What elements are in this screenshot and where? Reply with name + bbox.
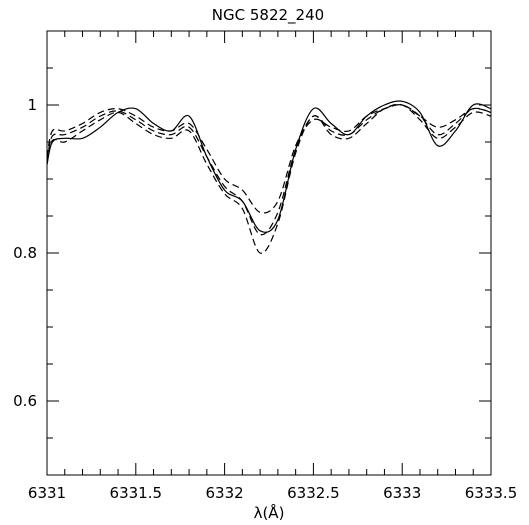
solid-series-line — [46, 100, 492, 233]
plot-frame — [46, 30, 492, 476]
x-tick-label: 6333.5 — [465, 484, 518, 502]
x-tick-label: 6332.5 — [287, 484, 340, 502]
x-tick-label: 6331.5 — [110, 484, 163, 502]
x-tick-label: 6333 — [383, 484, 421, 502]
axis-tick-labels: 6331 6331.5 6332 6332.5 6333 6333.5 0.6 0.8 1 — [13, 96, 517, 502]
chart-title: NGC 5822_240 — [212, 6, 324, 25]
y-tick-label: 1 — [27, 96, 37, 114]
axis-ticks — [46, 30, 492, 476]
series-group — [46, 100, 492, 254]
x-tick-label: 6332 — [206, 484, 244, 502]
x-tick-label: 6331 — [28, 484, 66, 502]
dashed-series-line-2 — [46, 104, 492, 236]
y-tick-label: 0.6 — [13, 392, 37, 410]
dashed-series-line-3 — [46, 103, 492, 254]
x-axis-label: λ(Å) — [254, 503, 285, 522]
y-tick-label: 0.8 — [13, 244, 37, 262]
